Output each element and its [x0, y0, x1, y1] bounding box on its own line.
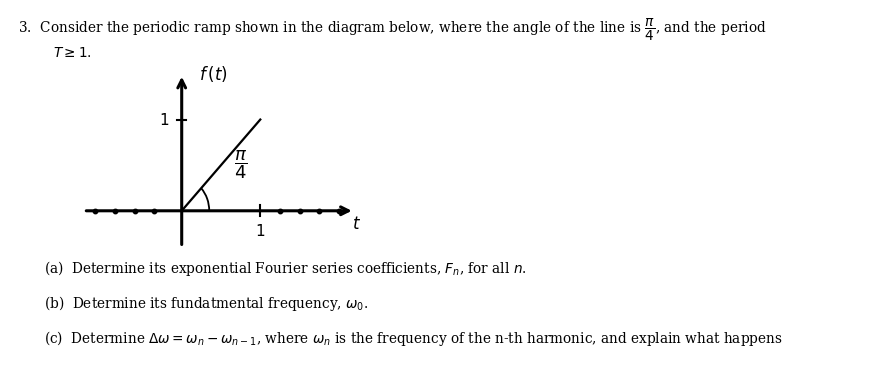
Text: (a)  Determine its exponential Fourier series coefficients, $F_n$, for all $n$.: (a) Determine its exponential Fourier se… [44, 259, 527, 278]
Text: $1$: $1$ [159, 112, 170, 127]
Text: $1$: $1$ [255, 223, 265, 239]
Text: (b)  Determine its fundatmental frequency, $\omega_0$.: (b) Determine its fundatmental frequency… [44, 294, 369, 313]
Text: 3.  Consider the periodic ramp shown in the diagram below, where the angle of th: 3. Consider the periodic ramp shown in t… [18, 16, 766, 43]
Text: $t$: $t$ [352, 216, 361, 233]
Text: $T \geq 1$.: $T \geq 1$. [53, 46, 92, 59]
Text: (c)  Determine $\Delta\omega = \omega_n - \omega_{n-1}$, where $\omega_n$ is the: (c) Determine $\Delta\omega = \omega_n -… [44, 328, 782, 347]
Text: $\dfrac{\pi}{4}$: $\dfrac{\pi}{4}$ [234, 149, 248, 181]
Text: $f\,(t)$: $f\,(t)$ [199, 64, 228, 84]
